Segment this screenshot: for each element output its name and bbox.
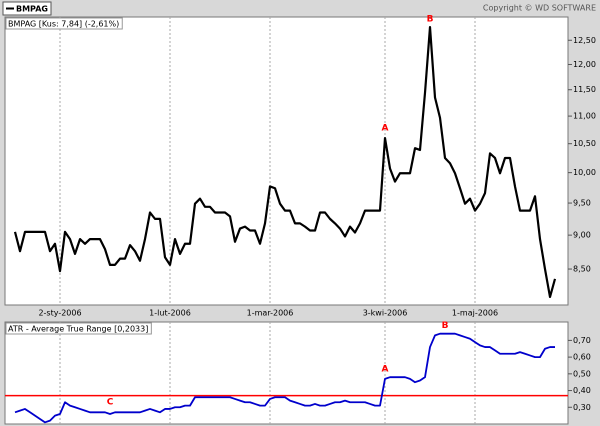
annotation: B [442,321,449,331]
plot-area [4,16,569,306]
x-tick-label: 3-kwi-2006 [363,309,408,318]
panel-title: ATR - Average True Range [0,2033] [8,325,148,334]
y-tick-label: 0,40 [573,386,591,395]
y-tick-label: 12,50 [573,36,596,45]
y-tick-label: 10,00 [573,168,596,177]
y-tick-label: 0,70 [573,336,591,345]
y-tick-label: 11,00 [573,112,596,121]
panel-title-box [5,17,123,30]
x-tick-label: 1-maj-2006 [452,309,498,318]
series-line [13,26,557,298]
x-tick-label: 2-sty-2006 [38,309,81,318]
x-tick-label: 1-mar-2006 [247,309,294,318]
series-line [14,332,555,424]
y-tick-label: 12,00 [573,60,596,69]
legend-symbol: BMPAG [16,5,48,14]
panel-title: BMPAG [Kus: 7,84] (-2,61%) [8,20,119,29]
x-tick-label: 1-lut-2006 [149,309,191,318]
y-tick-label: 0,30 [573,403,591,412]
annotation: C [107,397,114,407]
y-tick-label: 9,00 [573,231,591,240]
copyright: Copyright © WD SOFTWARE [483,4,596,13]
y-tick-label: 9,50 [573,199,591,208]
annotation: B [427,15,434,25]
symbol-box [2,1,52,16]
plot-area [4,321,569,425]
annotation: A [382,364,389,374]
annotation: A [382,124,389,134]
y-tick-label: 10,50 [573,139,596,148]
y-tick-label: 8,50 [573,265,591,274]
y-tick-label: 11,50 [573,85,596,94]
y-tick-label: 0,50 [573,369,591,378]
y-tick-label: 0,60 [573,353,591,362]
panel-title-box [5,322,152,335]
